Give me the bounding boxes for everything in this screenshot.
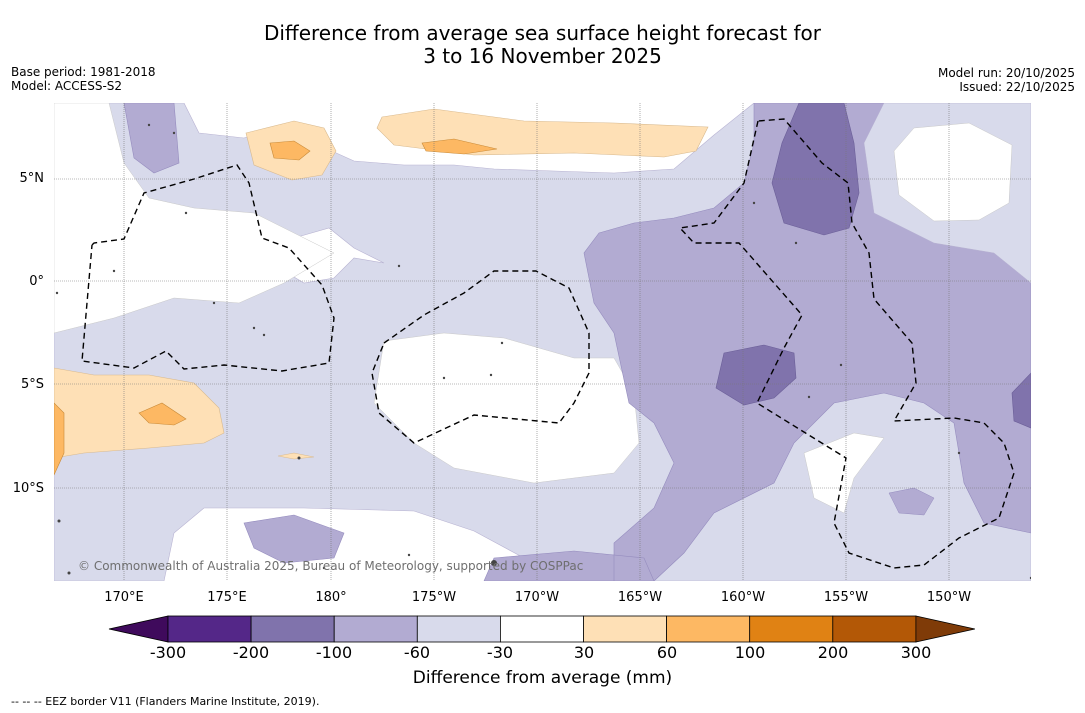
- chart-title: Difference from average sea surface heig…: [0, 22, 1085, 68]
- base-period: Base period: 1981-2018: [11, 65, 156, 79]
- contour-medium-purple-se: [888, 487, 935, 516]
- contour-orange-north-2: [421, 138, 498, 155]
- lat-label: 10°S: [12, 481, 44, 496]
- colorbar-segment: [832, 615, 917, 643]
- colorbar-segment: [666, 615, 751, 643]
- eez-legend: -- -- -- EEZ border V11 (Flanders Marine…: [11, 695, 320, 708]
- lat-label: 0°: [29, 274, 44, 289]
- colorbar-segment: [416, 615, 501, 643]
- lon-label: 175°W: [411, 590, 457, 605]
- colorbar-tick: 300: [900, 643, 932, 662]
- lon-label: 175°E: [207, 590, 247, 605]
- contour-neutral-east-inner: [893, 122, 1013, 222]
- colorbar-tick: 200: [817, 643, 849, 662]
- sea-height-map: © Commonwealth of Australia 2025, Bureau…: [54, 103, 1031, 581]
- model-name: Model: ACCESS-S2: [11, 79, 123, 93]
- title-line-1: Difference from average sea surface heig…: [263, 21, 822, 45]
- colorbar-tick: -200: [232, 643, 270, 662]
- colorbar-segment: [167, 615, 252, 643]
- colorbar-segment: [333, 615, 418, 643]
- colorbar-tick: 100: [734, 643, 766, 662]
- colorbar-tick: -100: [315, 643, 353, 662]
- colorbar-tick: 30: [573, 643, 595, 662]
- lat-label: 5°S: [20, 377, 44, 392]
- contour-orange-north-1: [269, 140, 311, 161]
- colorbar-segment: [250, 615, 335, 643]
- lon-label: 170°E: [104, 590, 144, 605]
- colorbar-segment: [499, 615, 584, 643]
- colorbar-extend-high: [915, 615, 975, 643]
- contour-orange-west-2: [54, 402, 65, 476]
- contour-dark-purple-east: [1011, 372, 1031, 429]
- colorbar-tick: -30: [486, 643, 514, 662]
- model-run: Model run: 20/10/2025: [937, 66, 1075, 80]
- colorbar-tick: -300: [149, 643, 187, 662]
- contour-light-orange-small: [277, 452, 315, 460]
- lon-label: 150°W: [926, 590, 972, 605]
- map-credit: © Commonwealth of Australia 2025, Bureau…: [78, 559, 583, 573]
- lon-label: 155°W: [823, 590, 869, 605]
- colorbar-label: Difference from average (mm): [412, 668, 673, 688]
- title-line-2: 3 to 16 November 2025: [423, 44, 662, 68]
- lon-label: 165°W: [617, 590, 663, 605]
- colorbar-tick: -60: [403, 643, 431, 662]
- eez-borders: [81, 118, 1015, 569]
- islands: [55, 123, 1031, 580]
- issued-date: Issued: 22/10/2025: [959, 80, 1075, 94]
- lon-label: 180°: [315, 590, 347, 605]
- colorbar: [108, 615, 975, 643]
- contour-dark-purple-mid: [715, 344, 797, 406]
- lat-label: 5°N: [19, 171, 45, 186]
- colorbar-tick: 60: [656, 643, 678, 662]
- contour-orange-west-1: [138, 402, 187, 426]
- meta-left: Base period: 1981-2018 Model: ACCESS-S2: [11, 65, 156, 93]
- colorbar-segment: [583, 615, 667, 643]
- colorbar-segment: [749, 615, 834, 643]
- meta-right: Model run: 20/10/2025 Issued: 22/10/2025: [938, 66, 1075, 94]
- contour-neutral-southeast: [803, 432, 885, 514]
- lon-label: 160°W: [720, 590, 766, 605]
- contour-dark-purple-north: [771, 103, 860, 236]
- colorbar-extend-low: [108, 615, 169, 643]
- lon-label: 170°W: [514, 590, 560, 605]
- graticule: [54, 103, 1031, 581]
